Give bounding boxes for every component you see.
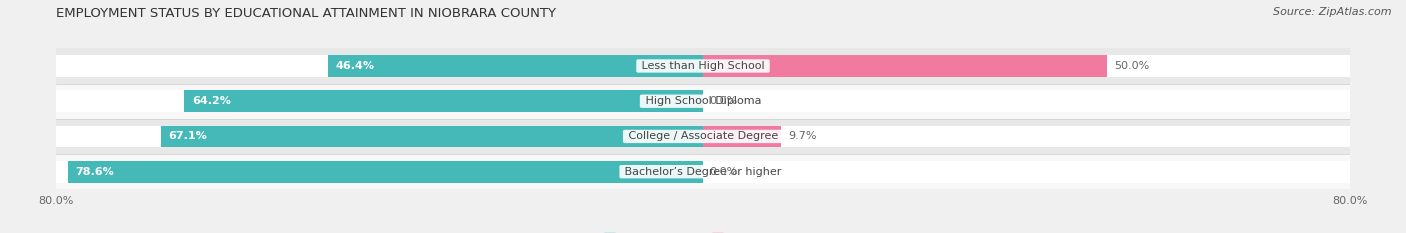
Text: 50.0%: 50.0% [1114,61,1149,71]
Text: Bachelor’s Degree or higher: Bachelor’s Degree or higher [621,167,785,177]
Bar [56,126,1350,147]
Text: 67.1%: 67.1% [169,131,207,141]
Bar [703,126,782,147]
Bar [56,119,1350,154]
Bar [56,55,1350,77]
Text: Less than High School: Less than High School [638,61,768,71]
Text: High School Diploma: High School Diploma [641,96,765,106]
Bar [56,154,1350,189]
Text: 78.6%: 78.6% [76,167,114,177]
Bar [328,55,703,77]
Bar [160,126,703,147]
Legend: In Labor Force, Unemployed: In Labor Force, Unemployed [599,228,807,233]
Bar [703,55,1108,77]
Text: College / Associate Degree: College / Associate Degree [624,131,782,141]
Bar [56,84,1350,119]
Text: 0.0%: 0.0% [710,96,738,106]
Bar [56,48,1350,84]
Bar [67,161,703,183]
Text: 46.4%: 46.4% [336,61,375,71]
Text: 9.7%: 9.7% [787,131,817,141]
Text: 0.0%: 0.0% [710,167,738,177]
Text: 64.2%: 64.2% [193,96,231,106]
Text: Source: ZipAtlas.com: Source: ZipAtlas.com [1274,7,1392,17]
Bar [56,90,1350,112]
Bar [184,90,703,112]
Text: EMPLOYMENT STATUS BY EDUCATIONAL ATTAINMENT IN NIOBRARA COUNTY: EMPLOYMENT STATUS BY EDUCATIONAL ATTAINM… [56,7,557,20]
Bar [56,161,1350,183]
